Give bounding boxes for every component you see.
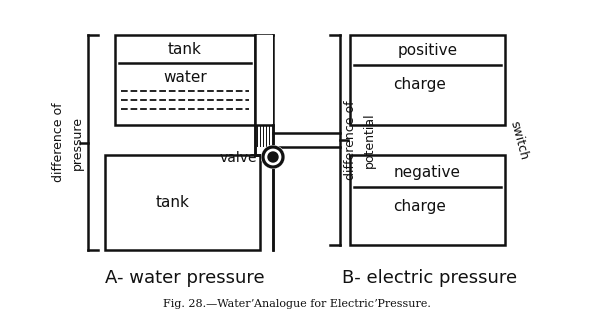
Text: positive: positive <box>397 44 457 59</box>
Text: switch: switch <box>507 119 530 161</box>
Text: charge: charge <box>393 199 446 214</box>
Bar <box>255 35 273 125</box>
Bar <box>350 155 505 245</box>
Text: difference of
potential: difference of potential <box>345 100 375 180</box>
Circle shape <box>261 145 285 169</box>
Text: Fig. 28.—WaterʼAnalogue for ElectricʼPressure.: Fig. 28.—WaterʼAnalogue for ElectricʼPre… <box>163 299 431 309</box>
Circle shape <box>261 145 285 169</box>
Circle shape <box>268 152 278 162</box>
Circle shape <box>263 147 283 167</box>
Text: difference of
pressure: difference of pressure <box>52 103 84 182</box>
Bar <box>115 35 255 125</box>
Text: water: water <box>163 69 207 84</box>
Circle shape <box>268 152 278 162</box>
Text: tank: tank <box>168 42 202 57</box>
Bar <box>350 35 505 125</box>
Text: charge: charge <box>393 77 446 92</box>
Text: A- water pressure: A- water pressure <box>105 269 265 287</box>
Bar <box>105 155 260 250</box>
Text: tank: tank <box>156 195 189 210</box>
Circle shape <box>263 147 283 167</box>
Text: valve: valve <box>220 151 257 165</box>
Text: B- electric pressure: B- electric pressure <box>342 269 517 287</box>
Text: negative: negative <box>394 165 461 180</box>
